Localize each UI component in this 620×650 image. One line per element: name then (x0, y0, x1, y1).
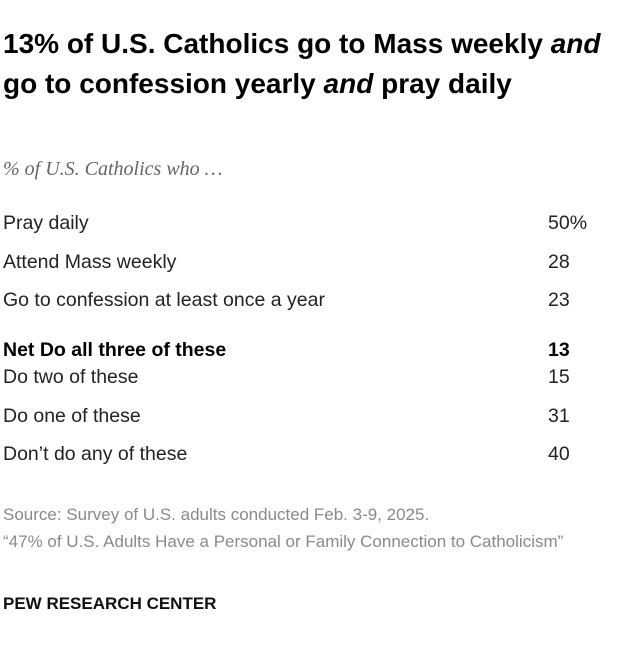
row-label: Do one of these (3, 404, 141, 427)
title-part: 13% of U.S. Catholics go to Mass weekly (3, 28, 543, 59)
row-value: 23 (548, 289, 570, 311)
table-row: Pray daily 50% (3, 211, 615, 235)
source-line: “47% of U.S. Adults Have a Personal or F… (3, 532, 564, 551)
subtitle: % of U.S. Catholics who … (3, 158, 223, 180)
table-row: Do one of these 31 (3, 404, 615, 428)
title: 13% of U.S. Catholics go to Mass weekly … (3, 24, 615, 104)
title-part: pray daily (381, 68, 512, 99)
title-part: go to confession yearly (3, 68, 316, 99)
source-line: Source: Survey of U.S. adults conducted … (3, 505, 430, 524)
table-row: Attend Mass weekly 28 (3, 250, 615, 274)
row-label: Go to confession at least once a year (3, 289, 325, 311)
title-part: and (323, 68, 374, 99)
row-value: 31 (548, 404, 570, 427)
table-row: Don’t do any of these 40 (3, 442, 615, 466)
row-label: Net Do all three of these (3, 338, 227, 361)
row-value: 15 (548, 366, 570, 388)
credit: PEW RESEARCH CENTER (3, 594, 217, 613)
row-label: Pray daily (3, 212, 89, 234)
table-row: Net Do all three of these 13 (3, 338, 615, 362)
row-value: 40 (548, 443, 570, 465)
row-value: 50% (548, 212, 588, 234)
row-value: 13 (548, 338, 570, 361)
source: Source: Survey of U.S. adults conducted … (3, 501, 603, 555)
row-label: Don’t do any of these (3, 443, 188, 465)
row-label: Do two of these (3, 366, 139, 388)
table-row: Go to confession at least once a year 23 (3, 288, 615, 312)
table-row: Do two of these 15 (3, 365, 615, 389)
title-part: and (550, 28, 601, 59)
row-value: 28 (548, 250, 570, 273)
row-label: Attend Mass weekly (3, 250, 177, 273)
